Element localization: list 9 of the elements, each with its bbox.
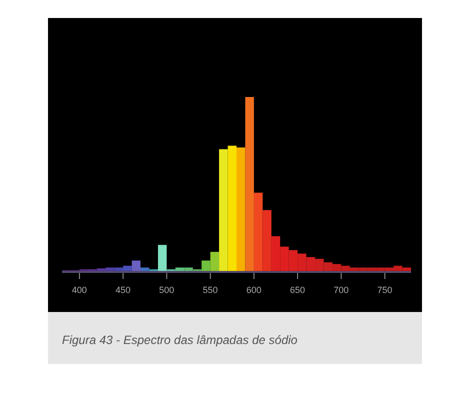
x-tick-label: 650 xyxy=(290,285,306,295)
x-tick-label: 400 xyxy=(72,285,87,295)
x-tick-label: 450 xyxy=(116,285,131,295)
text: Figura 43 - Espectro das lâmpadas de sódio xyxy=(62,333,298,347)
x-tick-label: 700 xyxy=(334,285,349,295)
x-tick-label: 500 xyxy=(159,285,174,295)
x-tick-label: 750 xyxy=(377,285,392,295)
x-tick-label: 550 xyxy=(202,285,218,295)
x-tick-label: 600 xyxy=(246,285,262,295)
